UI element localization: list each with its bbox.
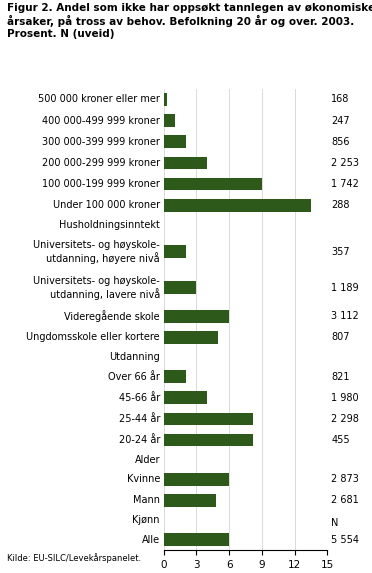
Text: 2 253: 2 253 [331, 158, 359, 168]
Text: 2 873: 2 873 [331, 474, 359, 484]
Bar [164, 199, 311, 211]
Text: Utdanning: Utdanning [109, 352, 160, 362]
Text: Kvinne: Kvinne [126, 474, 160, 484]
Bar [164, 245, 186, 258]
Text: 288: 288 [331, 200, 350, 210]
Bar [164, 391, 207, 404]
Text: 300 000-399 999 kroner: 300 000-399 999 kroner [42, 137, 160, 147]
Text: Universitets- og høyskole-
utdanning, høyere nivå: Universitets- og høyskole- utdanning, hø… [33, 240, 160, 264]
Text: 3 112: 3 112 [331, 311, 359, 321]
Text: 2 681: 2 681 [331, 495, 359, 505]
Text: 168: 168 [331, 95, 349, 104]
Text: 400 000-499 999 kroner: 400 000-499 999 kroner [42, 116, 160, 125]
Text: 25-44 år: 25-44 år [119, 414, 160, 424]
Text: 807: 807 [331, 332, 350, 343]
Text: Kjønn: Kjønn [132, 515, 160, 525]
Text: 1 742: 1 742 [331, 179, 359, 189]
Bar [164, 434, 253, 446]
Bar [164, 331, 218, 344]
Text: Husholdningsinntekt: Husholdningsinntekt [59, 220, 160, 230]
Bar [164, 494, 216, 507]
Bar [164, 473, 229, 485]
Text: 5 554: 5 554 [331, 535, 359, 544]
Bar [164, 413, 253, 425]
Bar [164, 310, 229, 323]
Text: 1 189: 1 189 [331, 282, 359, 293]
Bar [164, 533, 229, 546]
Text: Universitets- og høyskole-
utdanning, lavere nivå: Universitets- og høyskole- utdanning, la… [33, 276, 160, 300]
Text: Alder: Alder [134, 454, 160, 465]
Text: 100 000-199 999 kroner: 100 000-199 999 kroner [42, 179, 160, 189]
Bar [164, 281, 196, 294]
Text: Videregående skole: Videregående skole [64, 311, 160, 322]
Text: Under 100 000 kroner: Under 100 000 kroner [53, 200, 160, 210]
Text: 247: 247 [331, 116, 350, 125]
Bar [164, 156, 207, 169]
Text: Over 66 år: Over 66 år [108, 371, 160, 382]
Text: 455: 455 [331, 435, 350, 445]
Text: N: N [331, 517, 339, 528]
Text: 500 000 kroner eller mer: 500 000 kroner eller mer [38, 95, 160, 104]
Text: 357: 357 [331, 247, 350, 257]
Bar [164, 178, 262, 190]
Text: 1 980: 1 980 [331, 393, 359, 403]
Text: Kilde: EU-SILC/Levekårspanelet.: Kilde: EU-SILC/Levekårspanelet. [7, 553, 142, 563]
Text: 856: 856 [331, 137, 350, 147]
Text: 20-24 år: 20-24 år [119, 435, 160, 445]
Text: 45-66 år: 45-66 år [119, 393, 160, 403]
Text: Ungdomsskole eller kortere: Ungdomsskole eller kortere [26, 332, 160, 343]
Bar [164, 114, 174, 127]
Bar [164, 135, 186, 148]
Bar [164, 370, 186, 383]
Text: 821: 821 [331, 371, 350, 382]
Text: 200 000-299 999 kroner: 200 000-299 999 kroner [42, 158, 160, 168]
Text: 2 298: 2 298 [331, 414, 359, 424]
Text: Mann: Mann [133, 495, 160, 505]
Text: Alle: Alle [142, 535, 160, 544]
Text: Figur 2. Andel som ikke har oppsøkt tannlegen av økonomiske
årsaker, på tross av: Figur 2. Andel som ikke har oppsøkt tann… [7, 3, 372, 38]
Bar [164, 93, 167, 106]
